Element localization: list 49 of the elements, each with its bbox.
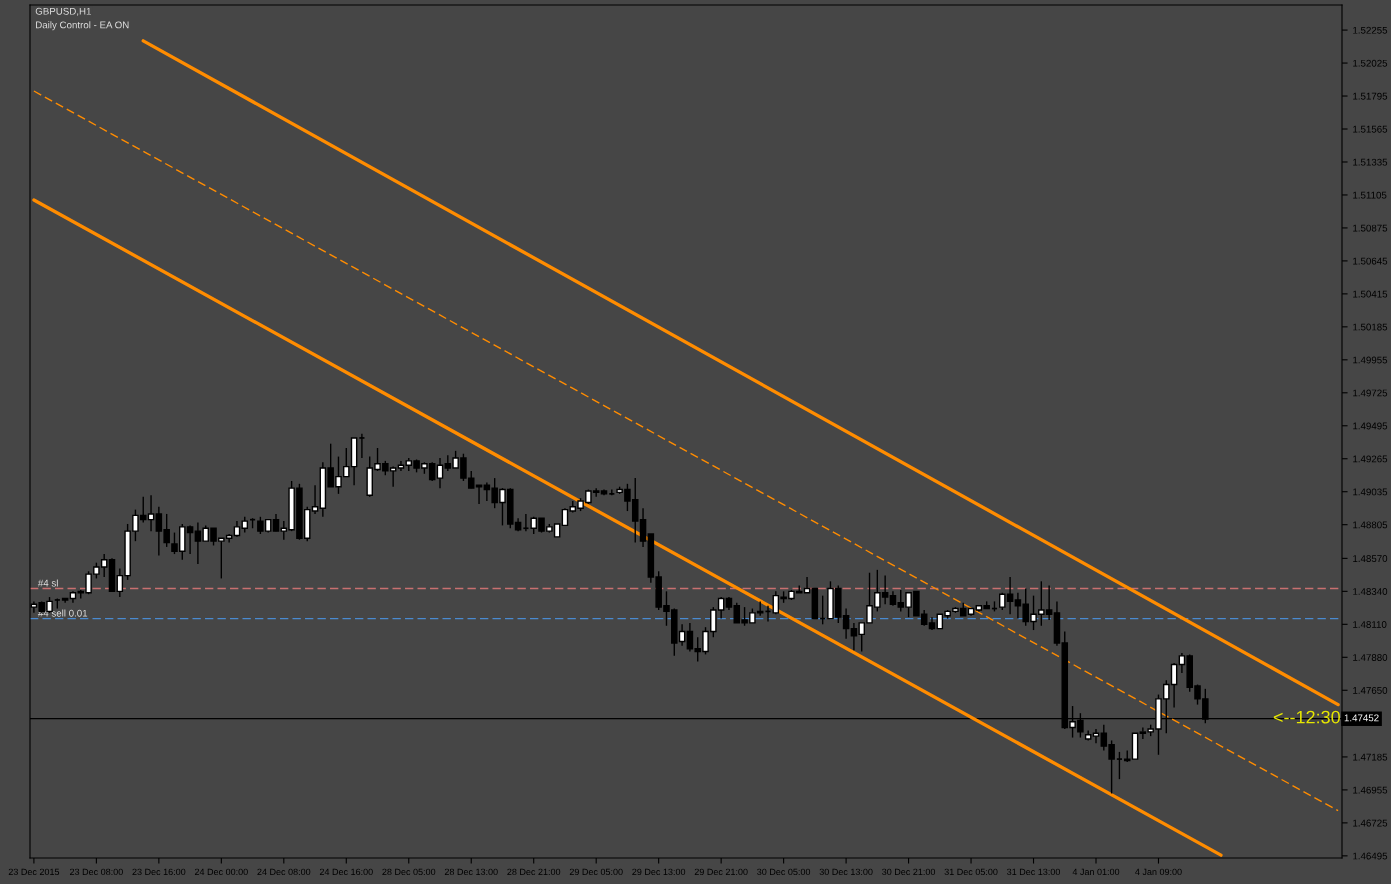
x-tick-label: 23 Dec 16:00: [132, 868, 186, 876]
y-tick-label: 1.50875: [1353, 224, 1388, 232]
ref-line-label: 1.47452: [1344, 714, 1379, 722]
y-tick-label: 1.50415: [1353, 290, 1388, 298]
x-tick-label: 4 Jan 01:00: [1072, 868, 1120, 876]
y-tick-label: 1.48805: [1353, 521, 1388, 529]
y-tick-label: 1.48340: [1353, 588, 1388, 595]
x-tick-label: 23 Dec 08:00: [69, 868, 123, 876]
y-tick-label: 1.49495: [1353, 422, 1388, 430]
x-tick-label: 30 Dec 21:00: [882, 868, 936, 876]
ref-line-label: #4 sl: [37, 579, 58, 587]
y-tick-label: 1.51795: [1353, 92, 1388, 100]
y-tick-label: 1.46495: [1353, 852, 1388, 860]
y-tick-label: 1.50645: [1353, 257, 1388, 265]
x-tick-label: 30 Dec 05:00: [757, 868, 811, 876]
x-tick-label: 28 Dec 05:00: [382, 868, 436, 876]
y-tick-label: 1.47650: [1353, 687, 1388, 694]
x-tick-label: 28 Dec 21:00: [507, 868, 561, 876]
annotation: <--12:30: [1273, 710, 1340, 724]
y-tick-label: 1.47880: [1353, 654, 1388, 661]
y-tick-label: 1.46955: [1353, 786, 1388, 794]
x-tick-label: 28 Dec 13:00: [444, 868, 498, 876]
y-tick-label: 1.52025: [1353, 59, 1388, 67]
y-tick-label: 1.48110: [1353, 621, 1387, 628]
x-tick-label: 30 Dec 13:00: [819, 868, 873, 876]
x-tick-label: 24 Dec 16:00: [319, 868, 373, 876]
y-tick-label: 1.46725: [1353, 819, 1388, 827]
y-tick-label: 1.51105: [1353, 191, 1387, 199]
y-tick-label: 1.50185: [1353, 323, 1388, 331]
y-tick-label: 1.49725: [1353, 389, 1388, 397]
x-tick-label: 24 Dec 00:00: [194, 868, 248, 876]
chart-title: GBPUSD,H1: [35, 7, 91, 16]
y-tick-label: 1.52255: [1353, 26, 1388, 34]
y-tick-label: 1.49265: [1353, 455, 1388, 463]
x-tick-label: 31 Dec 13:00: [1007, 868, 1061, 876]
y-tick-label: 1.49035: [1353, 488, 1388, 496]
x-tick-label: 4 Jan 09:00: [1135, 868, 1182, 876]
y-tick-label: 1.49955: [1353, 356, 1388, 364]
x-tick-label: 29 Dec 21:00: [694, 868, 748, 876]
text: Daily Control - EA ON: [36, 21, 129, 31]
y-tick-label: 1.51565: [1353, 125, 1388, 133]
y-tick-label: 1.47185: [1353, 753, 1388, 761]
x-tick-label: 24 Dec 08:00: [257, 868, 311, 876]
x-tick-label: 29 Dec 05:00: [569, 868, 623, 876]
y-tick-label: 1.48570: [1353, 555, 1388, 562]
x-tick-label: 29 Dec 13:00: [632, 868, 686, 876]
x-tick-label: 23 Dec 2015: [8, 868, 60, 876]
x-tick-label: 31 Dec 05:00: [944, 868, 998, 876]
y-tick-label: 1.51335: [1353, 158, 1388, 166]
